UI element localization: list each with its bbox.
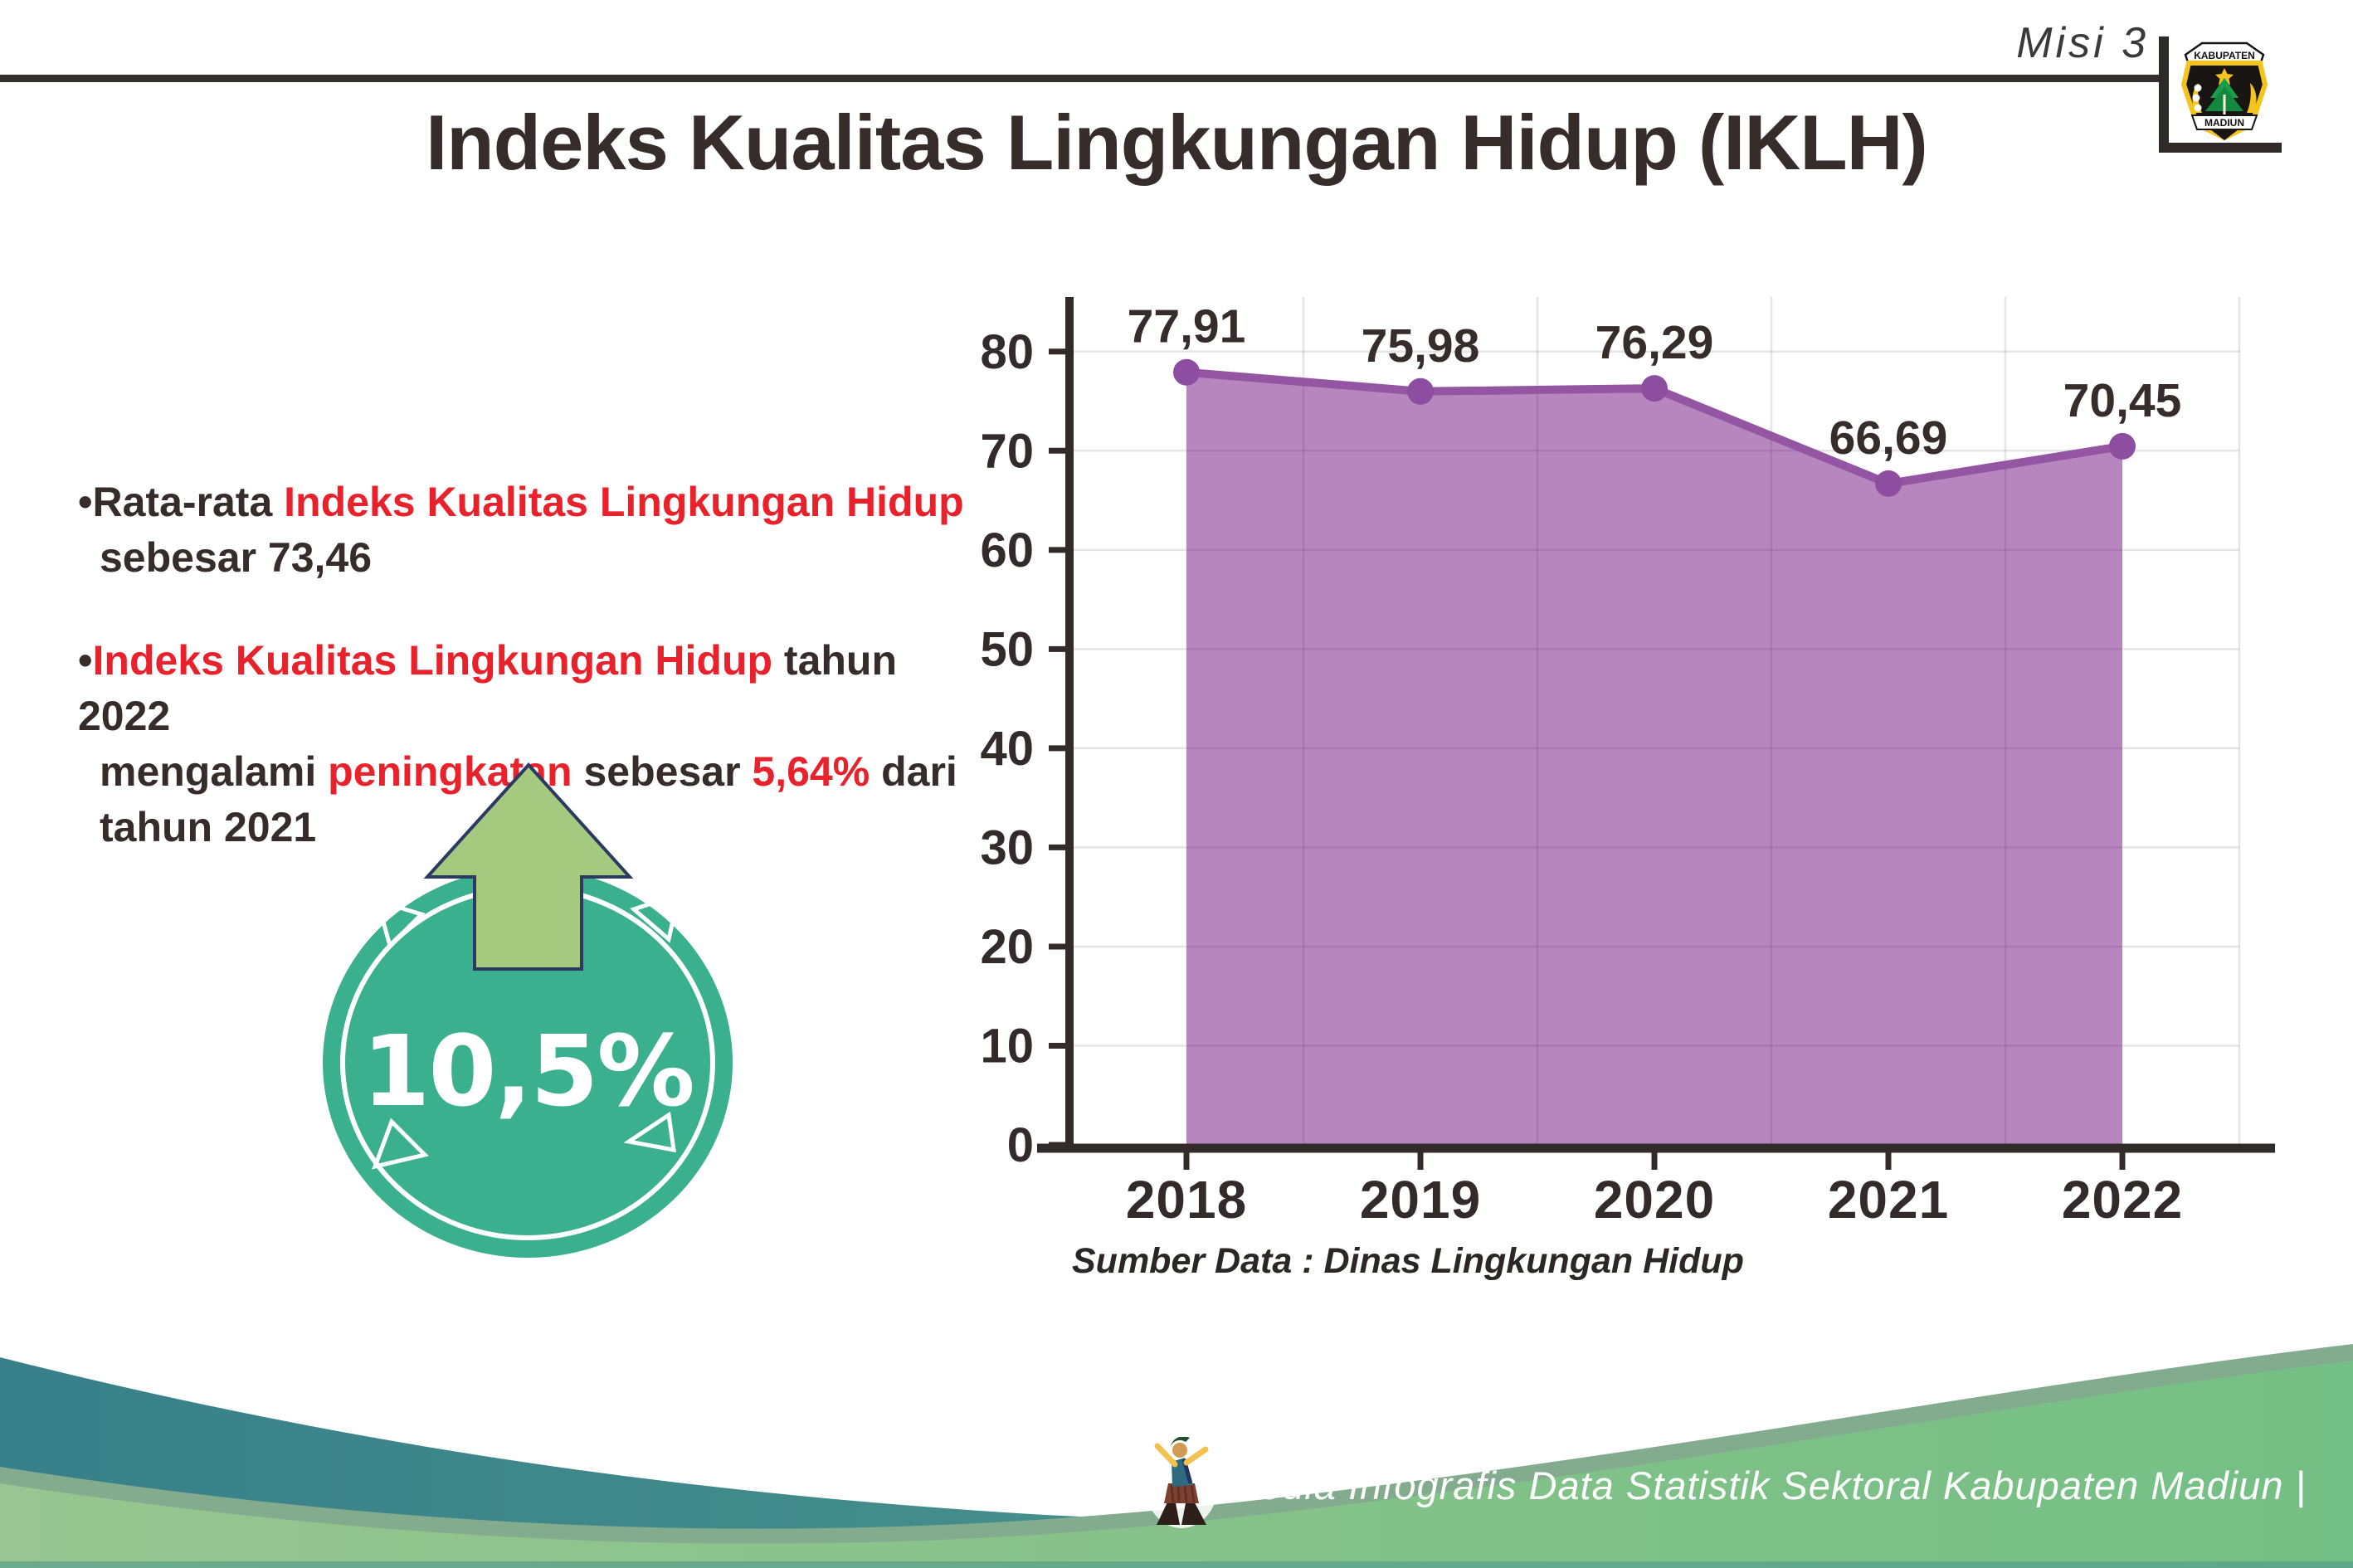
badge-spark-ne xyxy=(630,891,682,943)
badge-spark-se xyxy=(623,1111,676,1153)
data-label-2018: 77,91 xyxy=(1128,300,1246,353)
mascot-headwrap xyxy=(1171,1437,1190,1449)
logo-point xyxy=(2210,129,2239,140)
data-label-2022: 70,45 xyxy=(2063,374,2182,427)
data-point-2018 xyxy=(1173,358,1200,386)
mascot-arm-left xyxy=(1154,1443,1178,1468)
y-tick-label: 40 xyxy=(980,722,1034,776)
y-tick-label: 80 xyxy=(980,325,1034,379)
logo-cotton-3 xyxy=(2194,104,2202,112)
footer-caption: Media Infografis Data Statistik Sektoral… xyxy=(1226,1463,2307,1507)
logo-cotton-1 xyxy=(2194,84,2202,92)
header-rule xyxy=(0,75,2159,82)
logo-star xyxy=(2215,68,2234,85)
bullet-peningkatan: •Indeks Kualitas Lingkungan Hidup tahun … xyxy=(78,633,974,855)
logo-bracket-vertical xyxy=(2159,37,2169,153)
footer-wave xyxy=(0,1344,2353,1568)
x-tick-label: 2020 xyxy=(1594,1170,1715,1230)
logo-ribbon-bottom xyxy=(2190,114,2258,130)
bullet-dot: • xyxy=(78,637,93,684)
summary-bullets: •Rata-rata Indeks Kualitas Lingkungan Hi… xyxy=(78,475,974,855)
logo-wing-right xyxy=(2247,83,2257,113)
data-point-2021 xyxy=(1875,470,1902,497)
data-point-2022 xyxy=(2109,432,2136,460)
misi-label: Misi 3 xyxy=(2016,19,2149,67)
x-tick-label: 2022 xyxy=(2062,1170,2183,1230)
bullet-line: tahun 2021 xyxy=(100,804,317,850)
y-tick-label: 20 xyxy=(980,920,1034,974)
data-point-2019 xyxy=(1407,377,1434,405)
page-title: Indeks Kualitas Lingkungan Hidup (IKLH) xyxy=(426,99,1928,186)
y-tick-label: 60 xyxy=(980,523,1034,577)
badge-value: 10,5% xyxy=(362,1014,693,1128)
mascot-skirt-stripes xyxy=(1170,1484,1196,1503)
x-tick-label: 2019 xyxy=(1360,1170,1481,1230)
kabupaten-madiun-logo-icon: KABUPATEN MADIUN xyxy=(2180,41,2268,141)
y-tick-label: 0 xyxy=(1007,1118,1034,1172)
x-tick-label: 2018 xyxy=(1126,1170,1247,1230)
data-point-2020 xyxy=(1641,375,1668,402)
bullet-rata-rata: •Rata-rata Indeks Kualitas Lingkungan Hi… xyxy=(78,475,974,586)
logo-text-kabupaten: KABUPATEN xyxy=(2194,50,2255,61)
badge-spark-sw xyxy=(372,1118,429,1170)
data-label-2019: 75,98 xyxy=(1362,319,1480,373)
x-tick-label: 2021 xyxy=(1828,1170,1949,1230)
bullet-line: •Indeks Kualitas Lingkungan Hidup tahun … xyxy=(78,637,898,739)
logo-text-madiun: MADIUN xyxy=(2204,117,2244,129)
mascot-arm-right xyxy=(1183,1446,1209,1466)
y-tick-label: 10 xyxy=(980,1019,1034,1073)
footer-wave-green xyxy=(0,1361,2353,1568)
area-fill xyxy=(1186,372,2122,1148)
logo-cotton-2 xyxy=(2192,94,2200,102)
data-label-2020: 76,29 xyxy=(1595,316,1714,369)
bullet-line: sebesar 73,46 xyxy=(100,534,373,581)
up-arrow-icon xyxy=(423,762,634,971)
data-label-2021: 66,69 xyxy=(1829,411,1948,465)
footer-bottom-strip xyxy=(0,1561,2353,1568)
y-tick-label: 50 xyxy=(980,622,1034,676)
mascot-head xyxy=(1172,1443,1187,1458)
badge-spark-nw xyxy=(374,898,426,950)
bullet-dot: • xyxy=(78,479,93,525)
y-tick-label: 30 xyxy=(980,821,1034,874)
logo-bracket-horizontal xyxy=(2159,143,2282,153)
y-tick-label: 70 xyxy=(980,424,1034,478)
source-note: Sumber Data : Dinas Lingkungan Hidup xyxy=(1072,1241,1744,1281)
mascot-icon xyxy=(1145,1437,1218,1528)
badge-circle xyxy=(323,868,733,1258)
growth-badge: 10,5% xyxy=(323,762,733,1258)
bullet-line: •Rata-rata Indeks Kualitas Lingkungan Hi… xyxy=(78,479,964,525)
iklh-area-chart: 77,91 75,98 76,29 66,69 70,45 0 10 20 30 40 50 60 70… xyxy=(980,297,2275,1230)
